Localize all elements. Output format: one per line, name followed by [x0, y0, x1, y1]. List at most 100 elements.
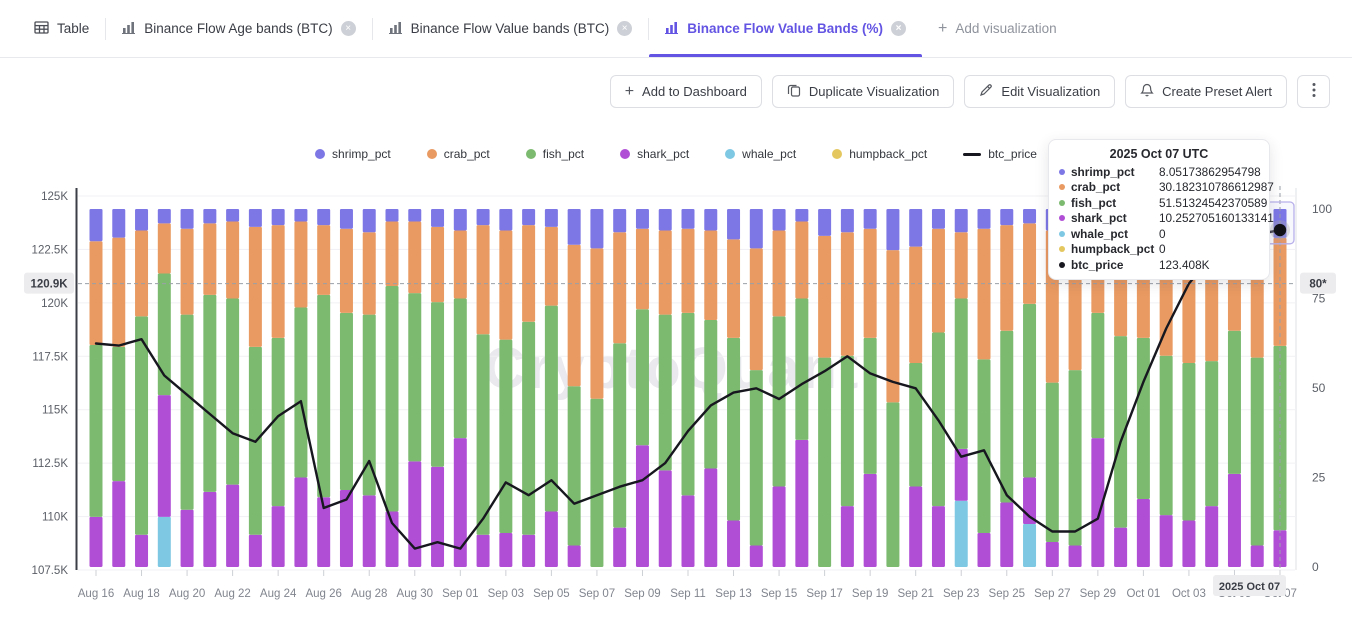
bar-segment-shark_pct[interactable] — [271, 506, 285, 567]
bar-segment-shark_pct[interactable] — [1068, 545, 1082, 567]
bar-segment-crab_pct[interactable] — [1023, 223, 1037, 304]
bar-segment-crab_pct[interactable] — [818, 235, 832, 358]
bar-Aug 30[interactable] — [408, 209, 422, 567]
bar-segment-shrimp_pct[interactable] — [613, 209, 627, 233]
bar-segment-shrimp_pct[interactable] — [795, 209, 809, 222]
bar-segment-shrimp_pct[interactable] — [635, 209, 649, 229]
bar-segment-crab_pct[interactable] — [317, 225, 331, 295]
bar-Sep 05[interactable] — [544, 209, 558, 567]
bar-segment-shark_pct[interactable] — [840, 506, 854, 567]
bar-segment-fish_pct[interactable] — [226, 298, 240, 485]
bar-segment-shark_pct[interactable] — [476, 534, 490, 567]
bar-segment-crab_pct[interactable] — [271, 225, 285, 338]
bar-segment-crab_pct[interactable] — [567, 244, 581, 387]
bar-segment-fish_pct[interactable] — [886, 402, 900, 567]
bar-segment-shrimp_pct[interactable] — [89, 209, 103, 242]
bar-segment-fish_pct[interactable] — [362, 314, 376, 496]
bar-segment-crab_pct[interactable] — [749, 248, 763, 371]
bar-segment-crab_pct[interactable] — [135, 230, 149, 317]
bar-segment-crab_pct[interactable] — [522, 225, 536, 322]
bar-segment-shark_pct[interactable] — [658, 470, 672, 567]
bar-segment-fish_pct[interactable] — [89, 345, 103, 517]
bar-segment-shark_pct[interactable] — [431, 466, 445, 567]
bar-segment-shrimp_pct[interactable] — [863, 209, 877, 229]
bar-segment-shrimp_pct[interactable] — [818, 209, 832, 236]
bar-segment-shark_pct[interactable] — [1000, 502, 1014, 567]
bar-segment-crab_pct[interactable] — [658, 230, 672, 315]
tab-binance-flow-age-bands-btc[interactable]: Binance Flow Age bands (BTC) × — [106, 0, 371, 57]
bar-segment-crab_pct[interactable] — [499, 230, 513, 340]
bar-segment-shrimp_pct[interactable] — [453, 209, 467, 231]
bar-segment-fish_pct[interactable] — [271, 337, 285, 507]
bar-segment-fish_pct[interactable] — [1091, 312, 1105, 439]
bar-Sep 04[interactable] — [522, 209, 536, 567]
bar-segment-shrimp_pct[interactable] — [567, 209, 581, 245]
bar-Oct 07[interactable] — [1273, 209, 1287, 567]
bar-segment-shark_pct[interactable] — [681, 495, 695, 567]
bar-segment-shrimp_pct[interactable] — [476, 209, 490, 226]
bar-segment-fish_pct[interactable] — [431, 302, 445, 467]
close-icon[interactable]: × — [340, 21, 356, 36]
bar-Aug 21[interactable] — [203, 209, 217, 567]
bar-segment-crab_pct[interactable] — [385, 221, 399, 286]
bar-segment-shark_pct[interactable] — [704, 468, 718, 567]
bar-segment-crab_pct[interactable] — [339, 228, 353, 313]
bar-segment-shark_pct[interactable] — [1114, 527, 1128, 567]
bar-Sep 18[interactable] — [840, 209, 854, 567]
bar-segment-fish_pct[interactable] — [977, 359, 991, 533]
bar-Sep 24[interactable] — [977, 209, 991, 567]
bar-segment-shrimp_pct[interactable] — [408, 209, 422, 222]
bar-segment-shrimp_pct[interactable] — [1023, 209, 1037, 224]
bar-segment-fish_pct[interactable] — [317, 294, 331, 498]
bar-segment-fish_pct[interactable] — [863, 337, 877, 474]
bar-segment-shrimp_pct[interactable] — [385, 209, 399, 222]
bar-segment-shrimp_pct[interactable] — [499, 209, 513, 231]
bar-segment-crab_pct[interactable] — [226, 221, 240, 299]
bar-segment-crab_pct[interactable] — [635, 228, 649, 310]
bar-segment-shrimp_pct[interactable] — [522, 209, 536, 226]
bar-segment-crab_pct[interactable] — [203, 223, 217, 295]
bar-Sep 07[interactable] — [590, 209, 604, 567]
bar-segment-fish_pct[interactable] — [476, 334, 490, 535]
bar-segment-crab_pct[interactable] — [977, 228, 991, 360]
bar-segment-shark_pct[interactable] — [362, 495, 376, 567]
bar-segment-fish_pct[interactable] — [1182, 362, 1196, 521]
bar-segment-fish_pct[interactable] — [818, 357, 832, 567]
bar-segment-crab_pct[interactable] — [294, 221, 308, 308]
bar-segment-fish_pct[interactable] — [1136, 337, 1150, 499]
bar-segment-crab_pct[interactable] — [1000, 225, 1014, 331]
bar-Sep 17[interactable] — [818, 209, 832, 567]
bar-segment-shark_pct[interactable] — [317, 497, 331, 567]
bar-segment-crab_pct[interactable] — [613, 232, 627, 344]
bar-Sep 13[interactable] — [727, 209, 741, 567]
bar-segment-shark_pct[interactable] — [635, 445, 649, 567]
bar-segment-fish_pct[interactable] — [727, 337, 741, 521]
bar-segment-fish_pct[interactable] — [112, 346, 126, 482]
bar-segment-crab_pct[interactable] — [544, 226, 558, 306]
bar-segment-fish_pct[interactable] — [635, 309, 649, 446]
close-icon[interactable]: × — [891, 21, 907, 36]
bar-Sep 12[interactable] — [704, 209, 718, 567]
bar-segment-shrimp_pct[interactable] — [931, 209, 945, 229]
bar-segment-shark_pct[interactable] — [89, 516, 103, 567]
bar-Sep 22[interactable] — [931, 209, 945, 567]
bar-Sep 16[interactable] — [795, 209, 809, 567]
bar-segment-fish_pct[interactable] — [385, 285, 399, 512]
bar-Sep 23[interactable] — [954, 209, 968, 567]
bar-segment-crab_pct[interactable] — [89, 241, 103, 346]
bar-segment-shrimp_pct[interactable] — [658, 209, 672, 231]
bar-segment-shark_pct[interactable] — [613, 527, 627, 567]
bar-segment-shrimp_pct[interactable] — [112, 209, 126, 238]
bar-segment-shrimp_pct[interactable] — [157, 209, 171, 224]
bar-Sep 03[interactable] — [499, 209, 513, 567]
bar-segment-shark_pct[interactable] — [135, 534, 149, 567]
bar-Aug 27[interactable] — [339, 209, 353, 567]
bar-segment-crab_pct[interactable] — [248, 226, 262, 347]
legend-item-whale_pct[interactable]: whale_pct — [725, 147, 796, 161]
bar-segment-shark_pct[interactable] — [909, 486, 923, 567]
bar-segment-fish_pct[interactable] — [544, 305, 558, 512]
bar-segment-shrimp_pct[interactable] — [909, 209, 923, 247]
bar-Sep 19[interactable] — [863, 209, 877, 567]
bar-segment-shark_pct[interactable] — [977, 532, 991, 567]
bar-segment-shark_pct[interactable] — [1227, 473, 1241, 567]
